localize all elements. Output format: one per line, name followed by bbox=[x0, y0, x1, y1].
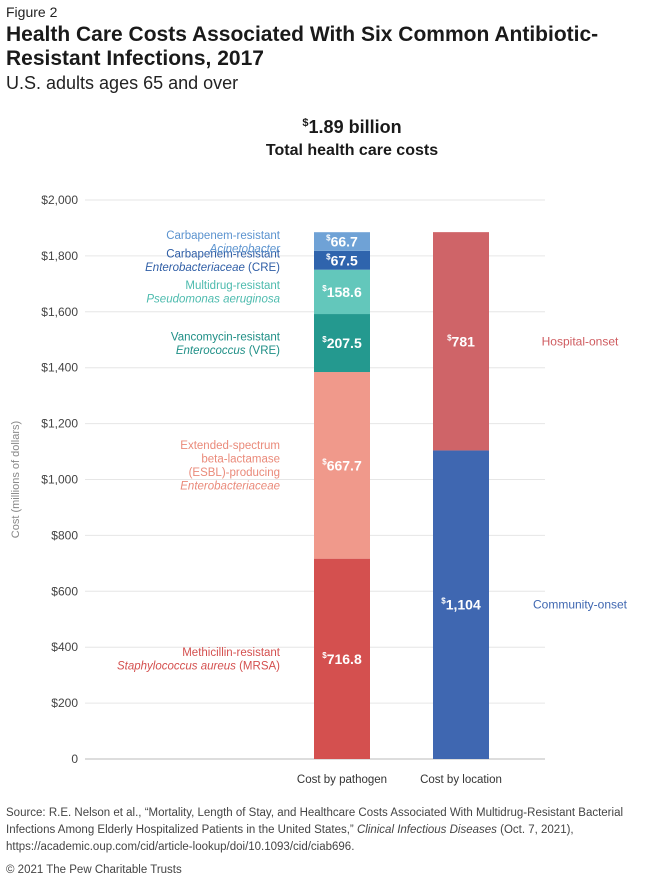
segment-name-part: Enterococcus bbox=[176, 345, 246, 357]
y-tick-label: $1,800 bbox=[41, 249, 78, 263]
y-tick-label: $2,000 bbox=[41, 193, 78, 207]
total-label: Total health care costs bbox=[266, 142, 438, 159]
x-category-label: Cost by pathogen bbox=[297, 774, 387, 786]
chart-subtitle: U.S. adults ages 65 and over bbox=[6, 73, 239, 93]
bar-segment-value: $667.7 bbox=[322, 457, 362, 473]
y-tick-label: $1,400 bbox=[41, 361, 78, 375]
y-tick-label: $1,200 bbox=[41, 417, 78, 431]
figure-label: Figure 2 bbox=[6, 4, 58, 20]
bar-segment bbox=[314, 250, 370, 270]
value-currency: $ bbox=[441, 597, 446, 606]
y-tick-label: 0 bbox=[71, 752, 78, 766]
value-currency: $ bbox=[322, 335, 327, 344]
segment-name-label: Staphylococcus aureus (MRSA) bbox=[117, 661, 280, 673]
source-note: Source: R.E. Nelson et al., “Mortality, … bbox=[6, 805, 644, 856]
segment-name-label: Methicillin-resistant bbox=[182, 647, 281, 659]
segment-name-label: Enterococcus (VRE) bbox=[176, 345, 280, 357]
total-value: $1.89 billion bbox=[302, 117, 401, 137]
segment-name-label: Pseudomonas aeruginosa bbox=[146, 294, 280, 306]
segment-name-label: Carbapenem-resistant bbox=[166, 230, 281, 242]
value-currency: $ bbox=[322, 284, 327, 293]
value-number: 716.8 bbox=[327, 651, 362, 667]
segment-name-part: beta-lactamase bbox=[201, 454, 280, 466]
segment-name-part: Extended-spectrum bbox=[180, 440, 280, 452]
bar-segment bbox=[314, 558, 370, 759]
segment-name-part: Multidrug-resistant bbox=[185, 280, 280, 292]
segment-name-part: (MRSA) bbox=[236, 661, 280, 673]
segment-name-part: Carbapenem-resistant bbox=[166, 249, 281, 261]
bar-segment bbox=[433, 450, 489, 759]
bar-segment-value: $781 bbox=[447, 333, 475, 349]
bar-segment-value: $1,104 bbox=[441, 597, 481, 613]
bar-segment-value: $66.7 bbox=[326, 234, 358, 250]
total-currency: $ bbox=[302, 117, 308, 129]
stacked-bar-chart: $1.89 billion Total health care costs 0 $20… bbox=[10, 117, 628, 786]
segment-name-label: (ESBL)-producing bbox=[189, 467, 280, 479]
segment-name-label: Multidrug-resistant bbox=[185, 280, 280, 292]
segment-name-part: (VRE) bbox=[246, 345, 281, 357]
segment-name-part: Pseudomonas aeruginosa bbox=[146, 294, 280, 306]
value-number: 158.6 bbox=[327, 284, 362, 300]
value-number: 207.5 bbox=[327, 335, 362, 351]
value-currency: $ bbox=[326, 252, 331, 261]
x-category-label: Cost by location bbox=[420, 774, 502, 786]
segment-name-part: Methicillin-resistant bbox=[182, 647, 281, 659]
bar-segment-value: $207.5 bbox=[322, 335, 362, 351]
bar-segment bbox=[314, 269, 370, 315]
y-tick-label: $600 bbox=[51, 584, 78, 598]
bar-segment bbox=[314, 372, 370, 559]
bar-segment bbox=[433, 232, 489, 451]
segment-name-label: Carbapenem-resistant bbox=[166, 249, 281, 261]
segment-side-label: Community-onset bbox=[533, 598, 628, 612]
source-suffix: (Oct. 7, 2021), https://academic.oup.com… bbox=[6, 824, 574, 853]
segment-name-part: (ESBL)-producing bbox=[189, 467, 280, 479]
total-amount: 1.89 billion bbox=[309, 117, 402, 137]
segment-name-part: Carbapenem-resistant bbox=[166, 230, 281, 242]
source-prefix: Source: R.E. Nelson et al., “Mortality, … bbox=[6, 807, 624, 836]
bar-segment bbox=[314, 232, 370, 251]
value-number: 781 bbox=[452, 333, 476, 349]
segment-name-part: Acinetobacter bbox=[209, 243, 281, 255]
segment-name-part: Vancomycin-resistant bbox=[171, 331, 281, 343]
y-tick-label: $1,600 bbox=[41, 305, 78, 319]
segment-name-part: Enterobacteriaceae bbox=[145, 262, 245, 274]
y-axis-label: Cost (millions of dollars) bbox=[10, 421, 22, 538]
value-currency: $ bbox=[322, 651, 327, 660]
y-tick-label: $400 bbox=[51, 640, 78, 654]
segment-name-label: beta-lactamase bbox=[201, 454, 280, 466]
value-number: 1,104 bbox=[446, 597, 481, 613]
copyright: © 2021 The Pew Charitable Trusts bbox=[6, 864, 182, 876]
segment-name-label: Acinetobacter bbox=[209, 243, 281, 255]
bar-segment-value: $158.6 bbox=[322, 284, 362, 300]
y-tick-label: $800 bbox=[51, 528, 78, 542]
segment-name-label: Vancomycin-resistant bbox=[171, 331, 281, 343]
bar-segment-value: $716.8 bbox=[322, 651, 362, 667]
chart-title: Health Care Costs Associated With Six Co… bbox=[6, 23, 599, 70]
segment-name-label: Enterobacteriaceae (CRE) bbox=[145, 262, 280, 274]
segment-name-part: Enterobacteriaceae bbox=[180, 481, 280, 493]
source-journal: Clinical Infectious Diseases bbox=[356, 824, 497, 836]
bar-segment bbox=[314, 314, 370, 373]
bar-segment-value: $67.5 bbox=[326, 252, 358, 268]
segment-name-label: Extended-spectrum bbox=[180, 440, 280, 452]
value-number: 667.7 bbox=[327, 457, 362, 473]
value-currency: $ bbox=[326, 234, 331, 243]
y-tick-label: $200 bbox=[51, 696, 78, 710]
segment-name-label: Enterobacteriaceae bbox=[180, 481, 280, 493]
segment-name-part: Staphylococcus aureus bbox=[117, 661, 236, 673]
segment-name-part: (CRE) bbox=[245, 262, 280, 274]
value-number: 67.5 bbox=[331, 252, 358, 268]
y-tick-label: $1,000 bbox=[41, 473, 78, 487]
value-number: 66.7 bbox=[331, 234, 358, 250]
segment-side-label: Hospital-onset bbox=[542, 334, 619, 348]
value-currency: $ bbox=[322, 457, 327, 466]
value-currency: $ bbox=[447, 333, 452, 342]
